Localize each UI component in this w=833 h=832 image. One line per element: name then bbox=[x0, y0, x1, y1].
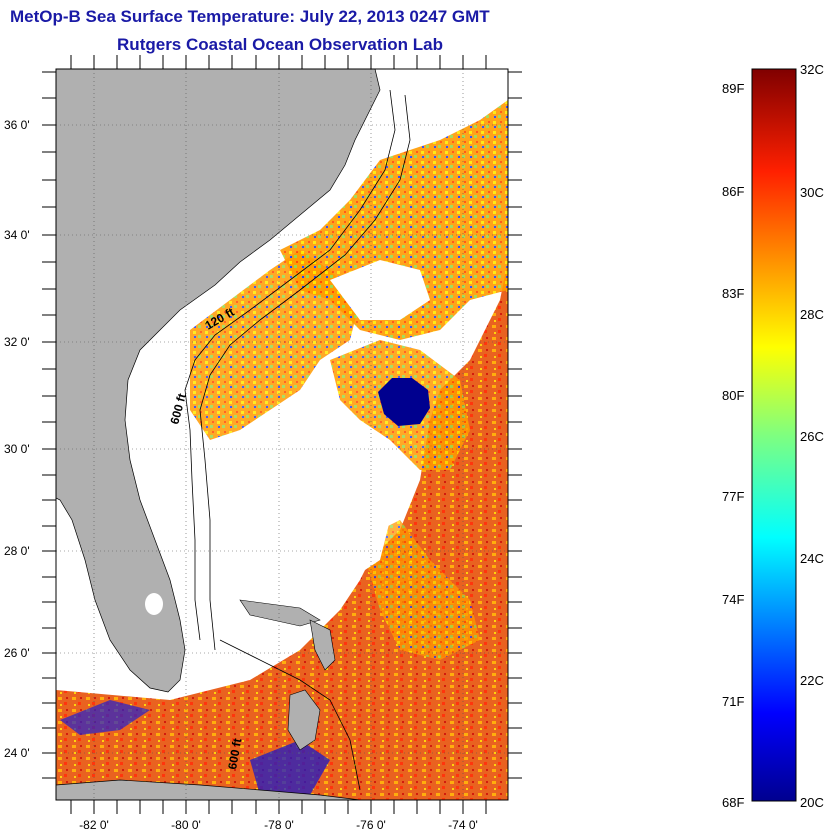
lon-label-78: -78 0' bbox=[264, 818, 294, 832]
lat-label-36: 36 0' bbox=[4, 118, 30, 132]
map-canvas: 120 ft 600 ft 600 ft bbox=[56, 69, 508, 800]
cloud-cover bbox=[200, 440, 390, 610]
lat-lon-grid bbox=[56, 69, 508, 800]
colorbar-label-77f: 77F bbox=[722, 489, 745, 504]
lon-label-82: -82 0' bbox=[79, 818, 109, 832]
colorbar-label-71f: 71F bbox=[722, 694, 745, 709]
southern-patches bbox=[360, 520, 480, 660]
colorbar-label-26c: 26C bbox=[800, 429, 824, 444]
land-abaco bbox=[309, 619, 336, 671]
colorbar-label-28c: 28C bbox=[800, 307, 824, 322]
map-title: MetOp-B Sea Surface Temperature: July 22… bbox=[10, 7, 490, 26]
lat-label-30: 30 0' bbox=[4, 442, 30, 456]
land-cuba bbox=[56, 779, 361, 800]
lat-label-26: 26 0' bbox=[4, 646, 30, 660]
cold-fringe-bahamas bbox=[250, 740, 330, 795]
colorbar-label-24c: 24C bbox=[800, 551, 824, 566]
land-us-coast bbox=[56, 69, 381, 693]
colorbar-label-22c: 22C bbox=[800, 673, 824, 688]
lon-label-76: -76 0' bbox=[356, 818, 386, 832]
axis-ticks bbox=[42, 55, 522, 814]
map-subtitle: Rutgers Coastal Ocean Observation Lab bbox=[117, 35, 443, 54]
cold-eddy bbox=[378, 378, 430, 426]
colorbar-label-86f: 86F bbox=[722, 184, 745, 199]
lat-label-24: 24 0' bbox=[4, 746, 30, 760]
lon-label-80: -80 0' bbox=[171, 818, 201, 832]
shelf-warm-patches bbox=[190, 250, 360, 440]
lat-label-32: 32 0' bbox=[4, 335, 30, 349]
lat-label-34: 34 0' bbox=[4, 228, 30, 242]
lon-label-74: -74 0' bbox=[448, 818, 478, 832]
cold-fringe-south bbox=[60, 700, 150, 735]
land-andros bbox=[287, 689, 321, 751]
contour-label-600-south: 600 ft bbox=[225, 737, 244, 770]
map-frame bbox=[55, 68, 509, 801]
contour-600ft bbox=[199, 94, 411, 651]
cloud-cover-2 bbox=[330, 260, 430, 320]
gulf-stream-region bbox=[56, 260, 508, 800]
colorbar bbox=[751, 68, 797, 802]
land-grand-bahama bbox=[239, 599, 321, 627]
contour-bahamas bbox=[219, 639, 361, 791]
lat-label-28: 28 0' bbox=[4, 544, 30, 558]
lake-okeechobee bbox=[145, 593, 163, 615]
colorbar-label-32c: 32C bbox=[800, 62, 824, 77]
colorbar-label-89f: 89F bbox=[722, 81, 745, 96]
colorbar-label-30c: 30C bbox=[800, 185, 824, 200]
colorbar-label-83f: 83F bbox=[722, 286, 745, 301]
colorbar-label-74f: 74F bbox=[722, 592, 745, 607]
contour-120ft bbox=[184, 89, 396, 641]
colorbar-label-68f: 68F bbox=[722, 795, 745, 810]
colorbar-label-80f: 80F bbox=[722, 388, 745, 403]
colorbar-label-20c: 20C bbox=[800, 795, 824, 810]
